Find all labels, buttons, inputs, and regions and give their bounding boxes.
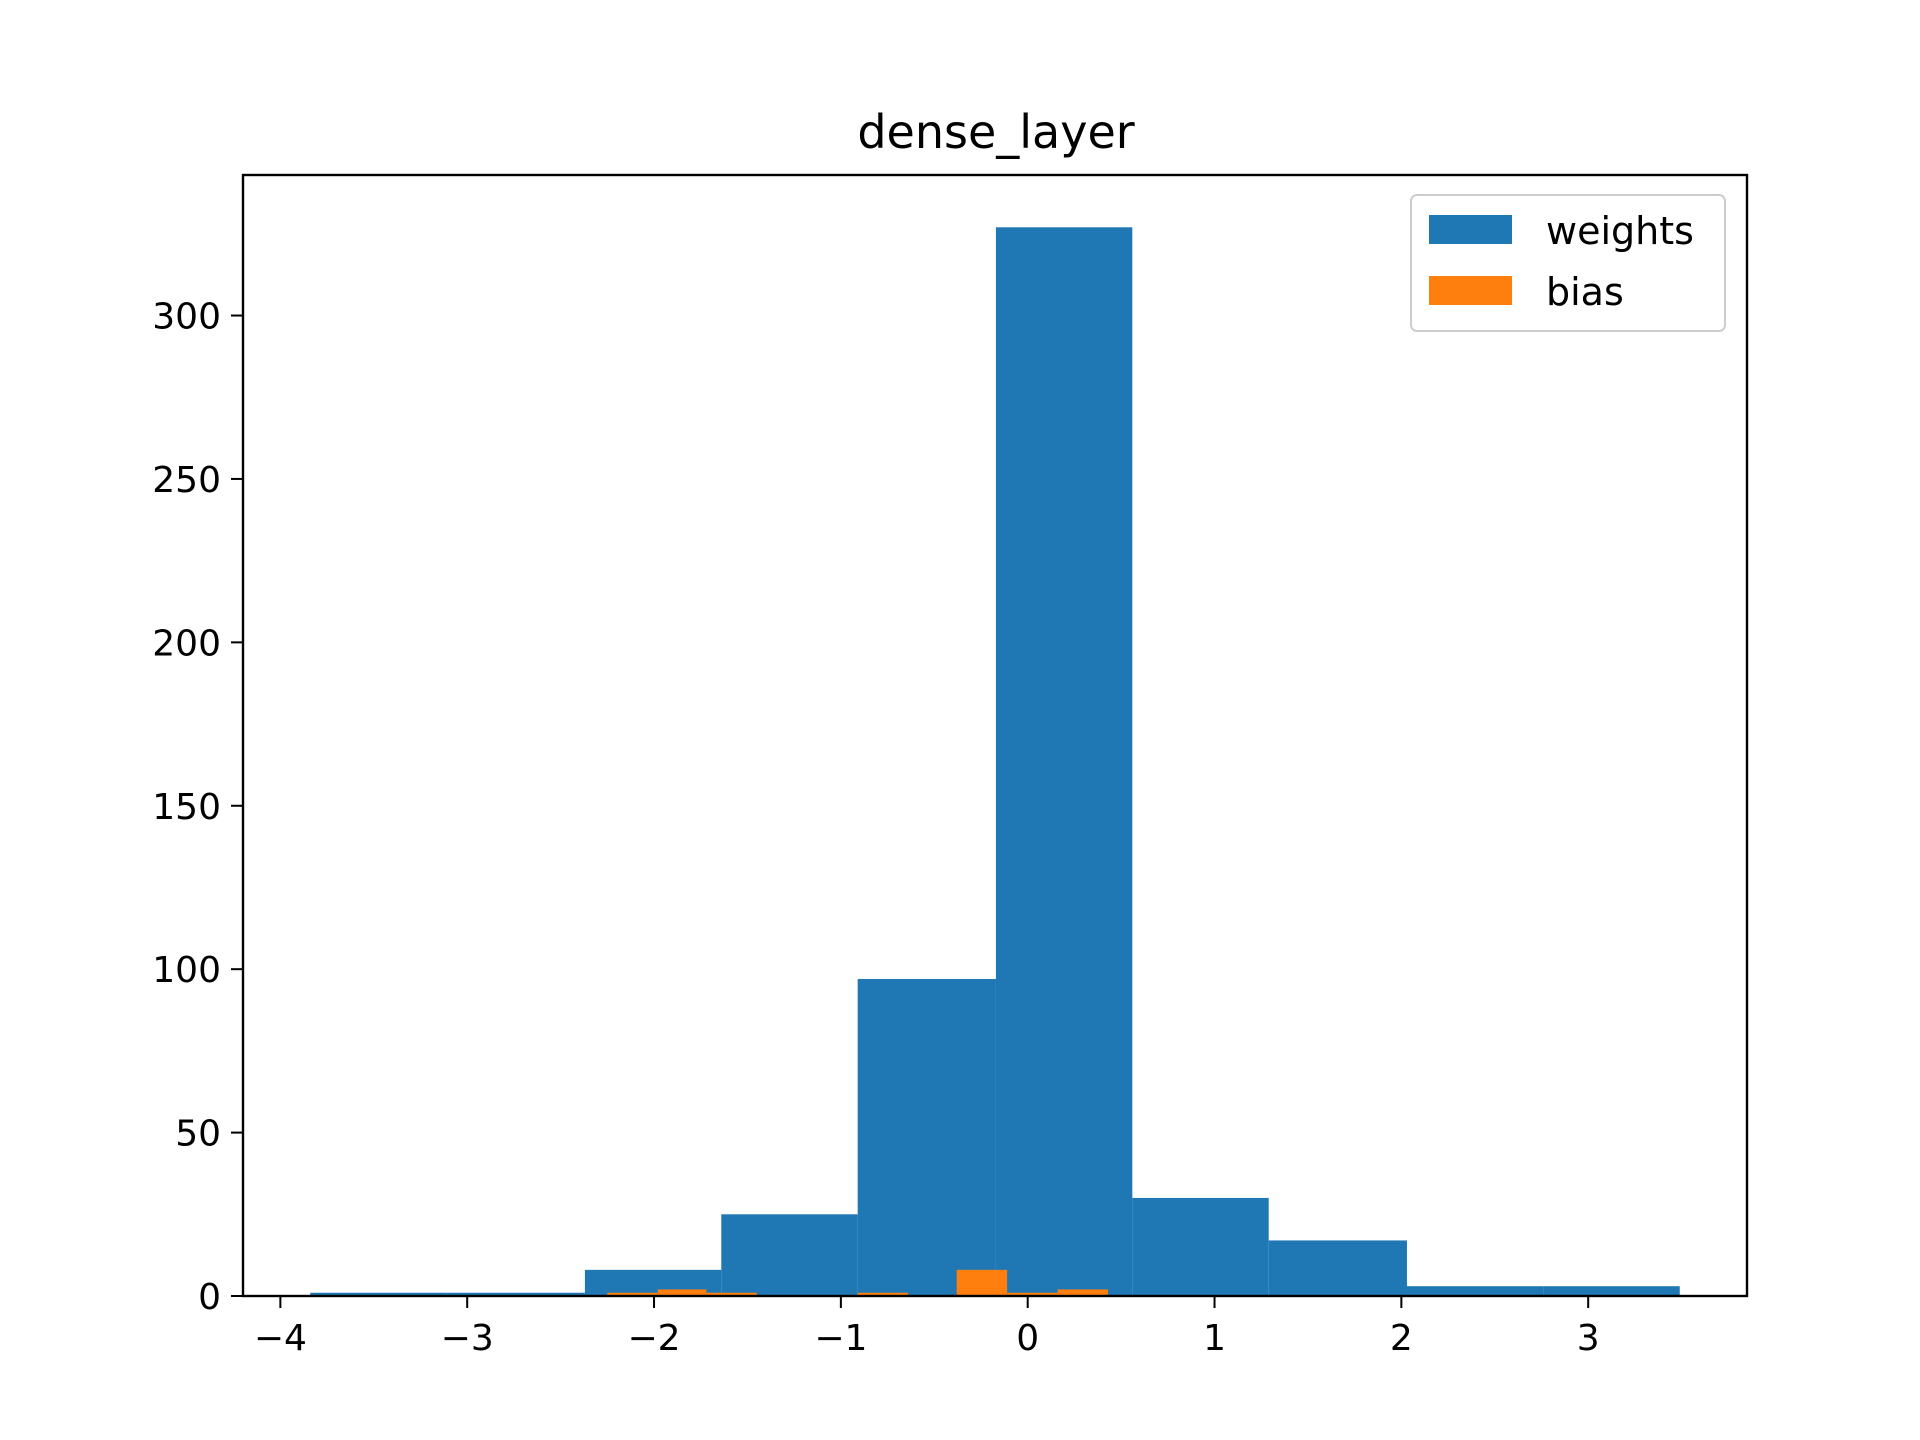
- x-tick-label: 2: [1390, 1318, 1413, 1359]
- x-tick-label: −1: [814, 1318, 867, 1359]
- chart-title: dense_layer: [857, 105, 1134, 159]
- bar-weights-5: [995, 227, 1133, 1297]
- x-tick-label: 0: [1016, 1318, 1039, 1359]
- y-tick-label: 100: [152, 950, 221, 991]
- bar-bias-5: [857, 1292, 909, 1296]
- bar-weights-8: [1406, 1286, 1544, 1296]
- x-axis: −4 −3 −2 −1 0 1 2 3: [254, 1296, 1600, 1359]
- bar-weights-1: [446, 1292, 585, 1296]
- bar-bias-9: [1057, 1289, 1109, 1296]
- x-tick-label: −2: [627, 1318, 680, 1359]
- y-tick-label: 50: [175, 1114, 221, 1155]
- x-tick-label: −3: [441, 1318, 494, 1359]
- legend: weights bias: [1410, 194, 1726, 332]
- y-tick-label: 150: [152, 787, 221, 828]
- bar-weights-9: [1543, 1286, 1680, 1296]
- bar-bias-7: [956, 1269, 1008, 1296]
- legend-swatch-weights: [1429, 215, 1512, 244]
- bar-weights-3: [721, 1214, 858, 1296]
- legend-label-bias: bias: [1546, 270, 1624, 314]
- legend-swatch-bias: [1429, 276, 1512, 305]
- bar-bias-0: [607, 1292, 658, 1296]
- plot-area: [310, 227, 1680, 1297]
- bar-bias-2: [706, 1292, 757, 1296]
- y-tick-label: 300: [152, 297, 221, 338]
- bar-weights-4: [857, 978, 996, 1296]
- x-tick-label: 3: [1577, 1318, 1600, 1359]
- y-tick-label: 0: [198, 1277, 221, 1318]
- x-tick-label: 1: [1203, 1318, 1226, 1359]
- bar-bias-1: [657, 1289, 707, 1296]
- x-tick-label: −4: [254, 1318, 307, 1359]
- series-bias: [607, 1269, 1109, 1296]
- y-tick-label: 200: [152, 623, 221, 664]
- bar-bias-8: [1007, 1292, 1058, 1296]
- series-weights: [310, 227, 1680, 1297]
- y-tick-label: 250: [152, 460, 221, 501]
- y-axis: 0 50 100 150 200 250 300: [152, 297, 243, 1318]
- bar-weights-0: [310, 1292, 447, 1296]
- axes-frame: [241, 173, 1749, 1298]
- bar-weights-6: [1132, 1197, 1269, 1296]
- bar-weights-7: [1268, 1240, 1407, 1296]
- legend-label-weights: weights: [1546, 209, 1694, 253]
